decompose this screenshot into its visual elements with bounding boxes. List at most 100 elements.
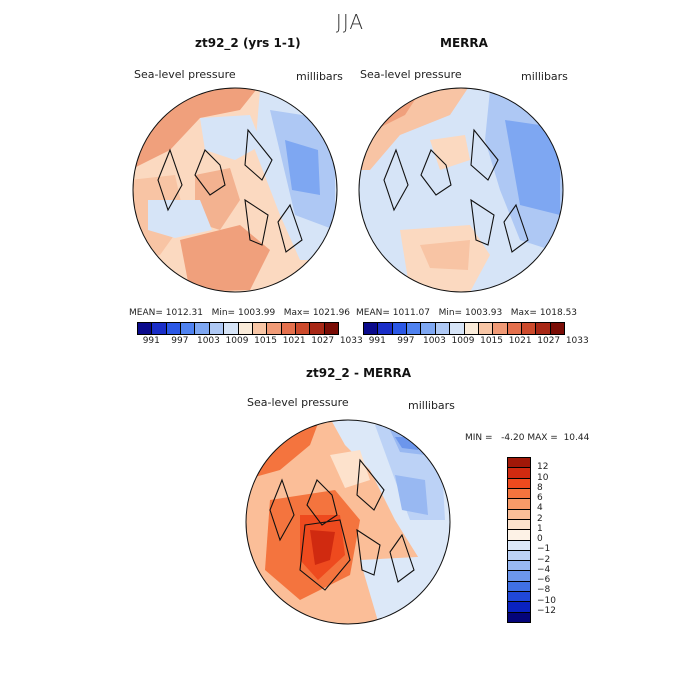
panel2-colorbar-tick: 1009 xyxy=(451,336,475,346)
panel1-colorbar-tick: 991 xyxy=(142,336,160,346)
panel3-colorbar-swatch xyxy=(508,499,530,510)
panel2-colorbar-tick: 1021 xyxy=(508,336,532,346)
panel3-colorbar-tick: −2 xyxy=(537,554,551,565)
panel3-colorbar-tick: −1 xyxy=(537,544,551,555)
panel2-coastlines xyxy=(383,128,529,253)
panel3-colorbar-swatch xyxy=(508,561,530,572)
panel3-colorbar-swatch xyxy=(508,488,530,500)
panel2-colorbar-tick: 1015 xyxy=(480,336,504,346)
panel3-colorbar-swatch xyxy=(508,550,530,562)
panel1-colorbar-swatch xyxy=(195,323,210,334)
panel2-colorbar-tick: 991 xyxy=(368,336,386,346)
panel1-colorbar-swatch xyxy=(267,323,282,334)
panel3-title: zt92_2 - MERRA xyxy=(306,366,412,380)
panel2-colorbar-swatch xyxy=(364,323,379,334)
panel1-colorbar xyxy=(137,322,339,335)
panel2-units: millibars xyxy=(521,70,568,83)
panel2-title: MERRA xyxy=(440,36,488,50)
panel3-colorbar-tick: 10 xyxy=(537,472,549,483)
panel1-colorbar-swatch xyxy=(252,323,268,334)
panel3-variable: Sea-level pressure xyxy=(247,396,349,409)
panel3-colorbar-tick: −6 xyxy=(537,575,551,585)
panel1-high-center xyxy=(195,168,240,230)
panel2-colorbar-swatch xyxy=(407,323,422,334)
panel3-colorbar-swatch xyxy=(508,468,530,479)
panel2-stats: MEAN= 1011.07 Min= 1003.93 Max= 1018.53 xyxy=(356,308,578,318)
panel3-colorbar-tick: −10 xyxy=(537,595,556,606)
figure-title: JJA xyxy=(335,10,365,34)
panel1-colorbar-swatch xyxy=(138,323,153,334)
panel2-colorbar-swatch xyxy=(464,323,479,334)
panel3-stats: MIN = -4.20 MAX = 10.44 xyxy=(465,433,590,443)
panel2-colorbar-tick: 1027 xyxy=(537,336,561,346)
panel3-colorbar-swatch xyxy=(508,581,530,593)
panel1-colorbar-tick: 1003 xyxy=(196,336,220,346)
panel1-low-atlantic xyxy=(148,200,212,238)
panel2-colorbar-swatch xyxy=(378,323,393,334)
panel1-colorbar-tick: 1021 xyxy=(282,336,306,346)
panel3-colorbar-tick: 12 xyxy=(537,462,549,473)
panel2-colorbar xyxy=(363,322,565,335)
panel1-colorbar-swatch xyxy=(152,323,167,334)
panel3-colorbar-swatch xyxy=(508,458,530,469)
panel1-colorbar-ticks: 991 997 1003 1009 1015 1021 1027 1033 xyxy=(137,336,363,348)
panel3-low-cores xyxy=(390,430,430,515)
panel3-colorbar-swatch xyxy=(508,478,530,489)
panel2-colorbar-swatch xyxy=(392,323,408,334)
panel1-colorbar-swatch xyxy=(324,323,339,334)
panel3-map-border xyxy=(245,419,451,625)
panel1-colorbar-swatch xyxy=(238,323,253,334)
panel1-colorbar-tick: 1009 xyxy=(225,336,249,346)
panel3-colorbar-swatch xyxy=(508,540,530,551)
panel1-stats: MEAN= 1012.31 Min= 1003.99 Max= 1021.96 xyxy=(129,308,351,318)
panel1-low-core xyxy=(285,140,320,195)
panel3-colorbar-swatch xyxy=(508,519,530,531)
panel2-high-south-inner xyxy=(420,240,470,270)
panel2-low-core xyxy=(505,120,560,215)
panel2-colorbar-swatch xyxy=(478,323,494,334)
panel2-colorbar-swatch xyxy=(536,323,551,334)
panel3-colorbar-tick: 8 xyxy=(537,482,543,493)
panel3-colorbar-ticks: 12 10 8 6 4 2 1 0 −1 −2 −4 −6 −8 −10 −12 xyxy=(537,457,577,621)
panel2-colorbar-tick: 997 xyxy=(397,336,415,346)
panel1-colorbar-tick: 997 xyxy=(171,336,189,346)
panel1-colorbar-tick: 1015 xyxy=(254,336,278,346)
panel1-colorbar-swatch xyxy=(209,323,225,334)
panel3-colorbar-tick: 2 xyxy=(537,513,543,524)
panel3-colorbar-tick: 6 xyxy=(537,493,543,503)
panel1-map-border xyxy=(132,87,338,293)
panel2-colorbar-swatch xyxy=(521,323,537,334)
panel2-colorbar-swatch xyxy=(450,323,465,334)
panel3-colorbar-tick: 4 xyxy=(537,503,543,514)
panel1-coastlines xyxy=(157,128,303,253)
panel2-colorbar-tick: 1003 xyxy=(422,336,446,346)
panel2-colorbar-ticks: 991 997 1003 1009 1015 1021 1027 1033 xyxy=(363,336,589,348)
panel2-colorbar-swatch xyxy=(550,323,565,334)
panel3-colorbar-tick: 1 xyxy=(537,523,543,534)
panel3-high-max xyxy=(310,530,335,565)
panel1-colorbar-tick: 1027 xyxy=(311,336,335,346)
panel3-colorbar-swatch xyxy=(508,612,530,622)
panel2-colorbar-swatch xyxy=(421,323,436,334)
panel3-colorbar-tick: −8 xyxy=(537,585,551,596)
panel1-colorbar-swatch xyxy=(295,323,311,334)
panel1-colorbar-swatch xyxy=(281,323,296,334)
panel3-coastlines xyxy=(269,458,415,591)
panel3-colorbar-swatch xyxy=(508,602,530,613)
panel1-colorbar-swatch xyxy=(310,323,325,334)
panel1-colorbar-tick: 1033 xyxy=(339,336,363,346)
panel2-colorbar-swatch xyxy=(493,323,508,334)
panel3-colorbar-tick: −12 xyxy=(537,605,556,616)
panel1-title: zt92_2 (yrs 1-1) xyxy=(195,36,301,50)
panel3-colorbar-swatch xyxy=(508,571,530,582)
panel1-variable: Sea-level pressure xyxy=(134,68,236,81)
panel2-colorbar-tick: 1033 xyxy=(565,336,589,346)
panel3-colorbar xyxy=(507,457,531,623)
panel1-colorbar-swatch xyxy=(181,323,196,334)
panel2-colorbar-swatch xyxy=(507,323,522,334)
panel1-colorbar-swatch xyxy=(166,323,182,334)
panel1-units: millibars xyxy=(296,70,343,83)
panel3-colorbar-tick: 0 xyxy=(537,534,543,544)
